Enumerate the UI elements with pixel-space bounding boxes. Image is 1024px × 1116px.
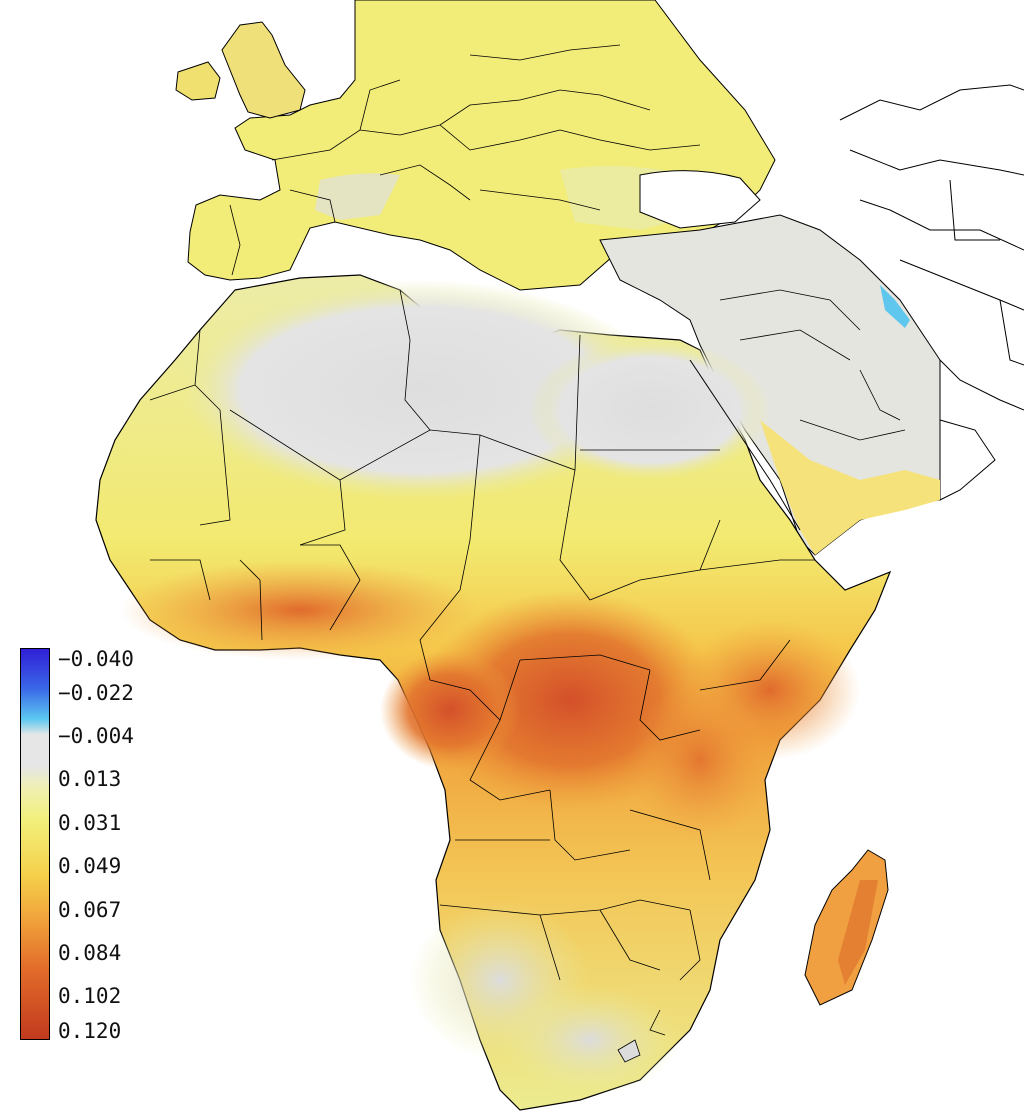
africa-region xyxy=(95,274,892,1111)
legend-tick-label: 0.102 xyxy=(58,984,122,1008)
legend-tick-label: 0.013 xyxy=(58,767,122,791)
legend-tick-label: 0.067 xyxy=(58,898,122,922)
legend-tick-label: −0.040 xyxy=(58,647,134,671)
black-sea xyxy=(639,170,761,229)
legend-tick-label: 0.031 xyxy=(58,811,122,835)
legend-tick-label: −0.022 xyxy=(58,681,134,705)
legend-tick-label: 0.084 xyxy=(58,941,122,965)
colorbar xyxy=(20,648,50,1040)
legend-tick-label: 0.120 xyxy=(58,1019,122,1043)
unfilled-outlines xyxy=(839,84,1024,501)
legend-tick-label: 0.049 xyxy=(58,854,122,878)
middle-east-region xyxy=(599,214,941,556)
legend-tick-label: −0.004 xyxy=(58,724,134,748)
